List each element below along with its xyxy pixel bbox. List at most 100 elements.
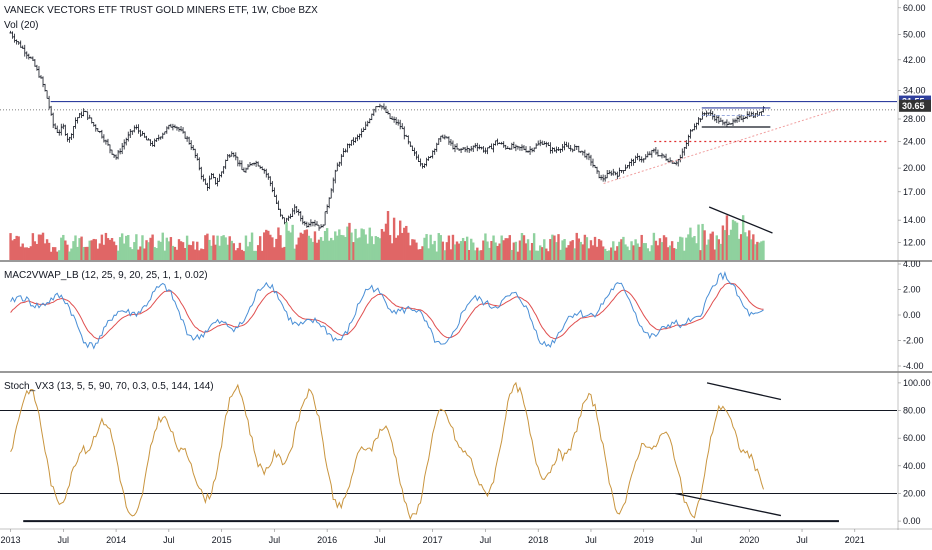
- volume-bar: [537, 250, 540, 260]
- volume-bar: [638, 246, 641, 260]
- volume-bar: [33, 241, 37, 260]
- volume-bar: [518, 240, 522, 260]
- time-tick-label: 2019: [634, 535, 654, 545]
- volume-bar: [608, 250, 611, 260]
- volume-bar: [171, 245, 175, 260]
- volume-bar: [252, 250, 256, 260]
- volume-bar: [127, 235, 130, 260]
- volume-bar: [35, 243, 39, 260]
- volume-bar: [569, 241, 572, 260]
- volume-bar: [192, 241, 195, 260]
- volume-bar: [131, 249, 134, 260]
- volume-bar: [145, 240, 148, 260]
- volume-bar: [731, 219, 735, 260]
- volume-bar: [447, 235, 451, 260]
- volume-bar: [386, 211, 390, 260]
- stoch-line: [10, 381, 764, 521]
- price-tag: [899, 99, 931, 112]
- volume-bar: [762, 240, 765, 260]
- volume-bar: [530, 242, 534, 260]
- volume-bar: [104, 232, 108, 260]
- volume-bar: [354, 228, 357, 260]
- volume-bar: [384, 223, 388, 260]
- volume-bar: [60, 237, 63, 260]
- volume-bar: [506, 238, 509, 260]
- volume-bar: [520, 232, 524, 260]
- time-tick-label: 2020: [739, 535, 759, 545]
- price-axis[interactable]: 60.00 50.00 42.00 34.00 28.00 24.00 20.00 17.00…: [898, 3, 931, 526]
- volume-bar: [242, 251, 246, 260]
- volume-bar: [323, 230, 327, 260]
- stoch-axis-tick-label: 0.00: [903, 516, 921, 526]
- volume-bar: [455, 241, 459, 260]
- volume-bar: [486, 241, 489, 260]
- volume-bar: [622, 236, 625, 260]
- volume-bar: [21, 243, 24, 260]
- volume-bar: [327, 240, 331, 260]
- volume-bar: [179, 241, 183, 260]
- volume-bar: [470, 238, 473, 260]
- volume-bar: [547, 251, 550, 260]
- volume-bar: [713, 249, 716, 260]
- stoch-pane[interactable]: [0, 381, 897, 523]
- volume-bar: [707, 239, 710, 260]
- volume-trend-line: [708, 206, 773, 234]
- volume-bar: [56, 251, 59, 260]
- volume-bar: [169, 237, 173, 260]
- volume-bar: [248, 241, 252, 260]
- volume-bar: [719, 243, 723, 260]
- volume-bar: [721, 225, 725, 260]
- price-axis-tick-label: 60.00: [903, 3, 926, 13]
- volume-bar: [559, 249, 562, 260]
- price-pane[interactable]: [0, 30, 897, 231]
- volume-bar: [557, 234, 560, 260]
- volume-bar: [500, 235, 503, 260]
- time-tick-label: Jul: [691, 535, 703, 545]
- volume-bar: [737, 238, 741, 260]
- volume-bar: [135, 234, 138, 260]
- price-axis-tick-label: 50.00: [903, 29, 926, 39]
- volume-bar: [362, 229, 365, 260]
- volume-bar: [39, 234, 43, 260]
- price-axis-tick-label: 20.00: [903, 163, 926, 173]
- volume-bar: [431, 244, 434, 260]
- volume-bar: [490, 241, 493, 260]
- time-tick-label: 2014: [106, 535, 126, 545]
- volume-bar: [528, 250, 532, 260]
- macd-pane[interactable]: [10, 271, 764, 350]
- volume-bar: [683, 250, 686, 260]
- volume-bar: [646, 248, 649, 260]
- volume-bar: [228, 236, 231, 260]
- volume-bar: [522, 235, 526, 260]
- volume-bar: [96, 248, 100, 260]
- time-tick-label: 2021: [845, 535, 865, 545]
- volume-bar: [610, 247, 613, 260]
- volume-bar: [110, 238, 114, 260]
- volume-bar: [423, 237, 426, 260]
- volume-bar: [748, 230, 751, 260]
- time-tick-label: 2013: [1, 535, 21, 545]
- volume-bar: [421, 246, 424, 260]
- volume-bar: [149, 237, 152, 260]
- volume-bar: [72, 241, 75, 260]
- volume-bar: [175, 249, 179, 260]
- volume-bar: [689, 227, 692, 260]
- volume-bar: [45, 239, 49, 260]
- volume-bar: [614, 250, 617, 260]
- volume-bar: [403, 227, 406, 260]
- volume-bar: [411, 239, 414, 260]
- volume-bar: [321, 240, 325, 260]
- time-axis[interactable]: 2013 Jul 2014 Jul 2015 Jul 2016 Jul 2017 Jul 2018 J…: [0, 528, 932, 545]
- trend-line: [603, 108, 840, 184]
- volume-bar: [66, 244, 69, 260]
- volume-bar: [567, 245, 570, 260]
- volume-bar: [459, 241, 463, 260]
- volume-bar: [691, 237, 694, 260]
- volume-bar: [618, 241, 621, 260]
- volume-bar: [27, 247, 31, 260]
- volume-bar: [307, 235, 311, 260]
- price-axis-tick-label: 14.00: [903, 215, 926, 225]
- volume-bar: [634, 239, 637, 260]
- volume-bar: [214, 244, 217, 260]
